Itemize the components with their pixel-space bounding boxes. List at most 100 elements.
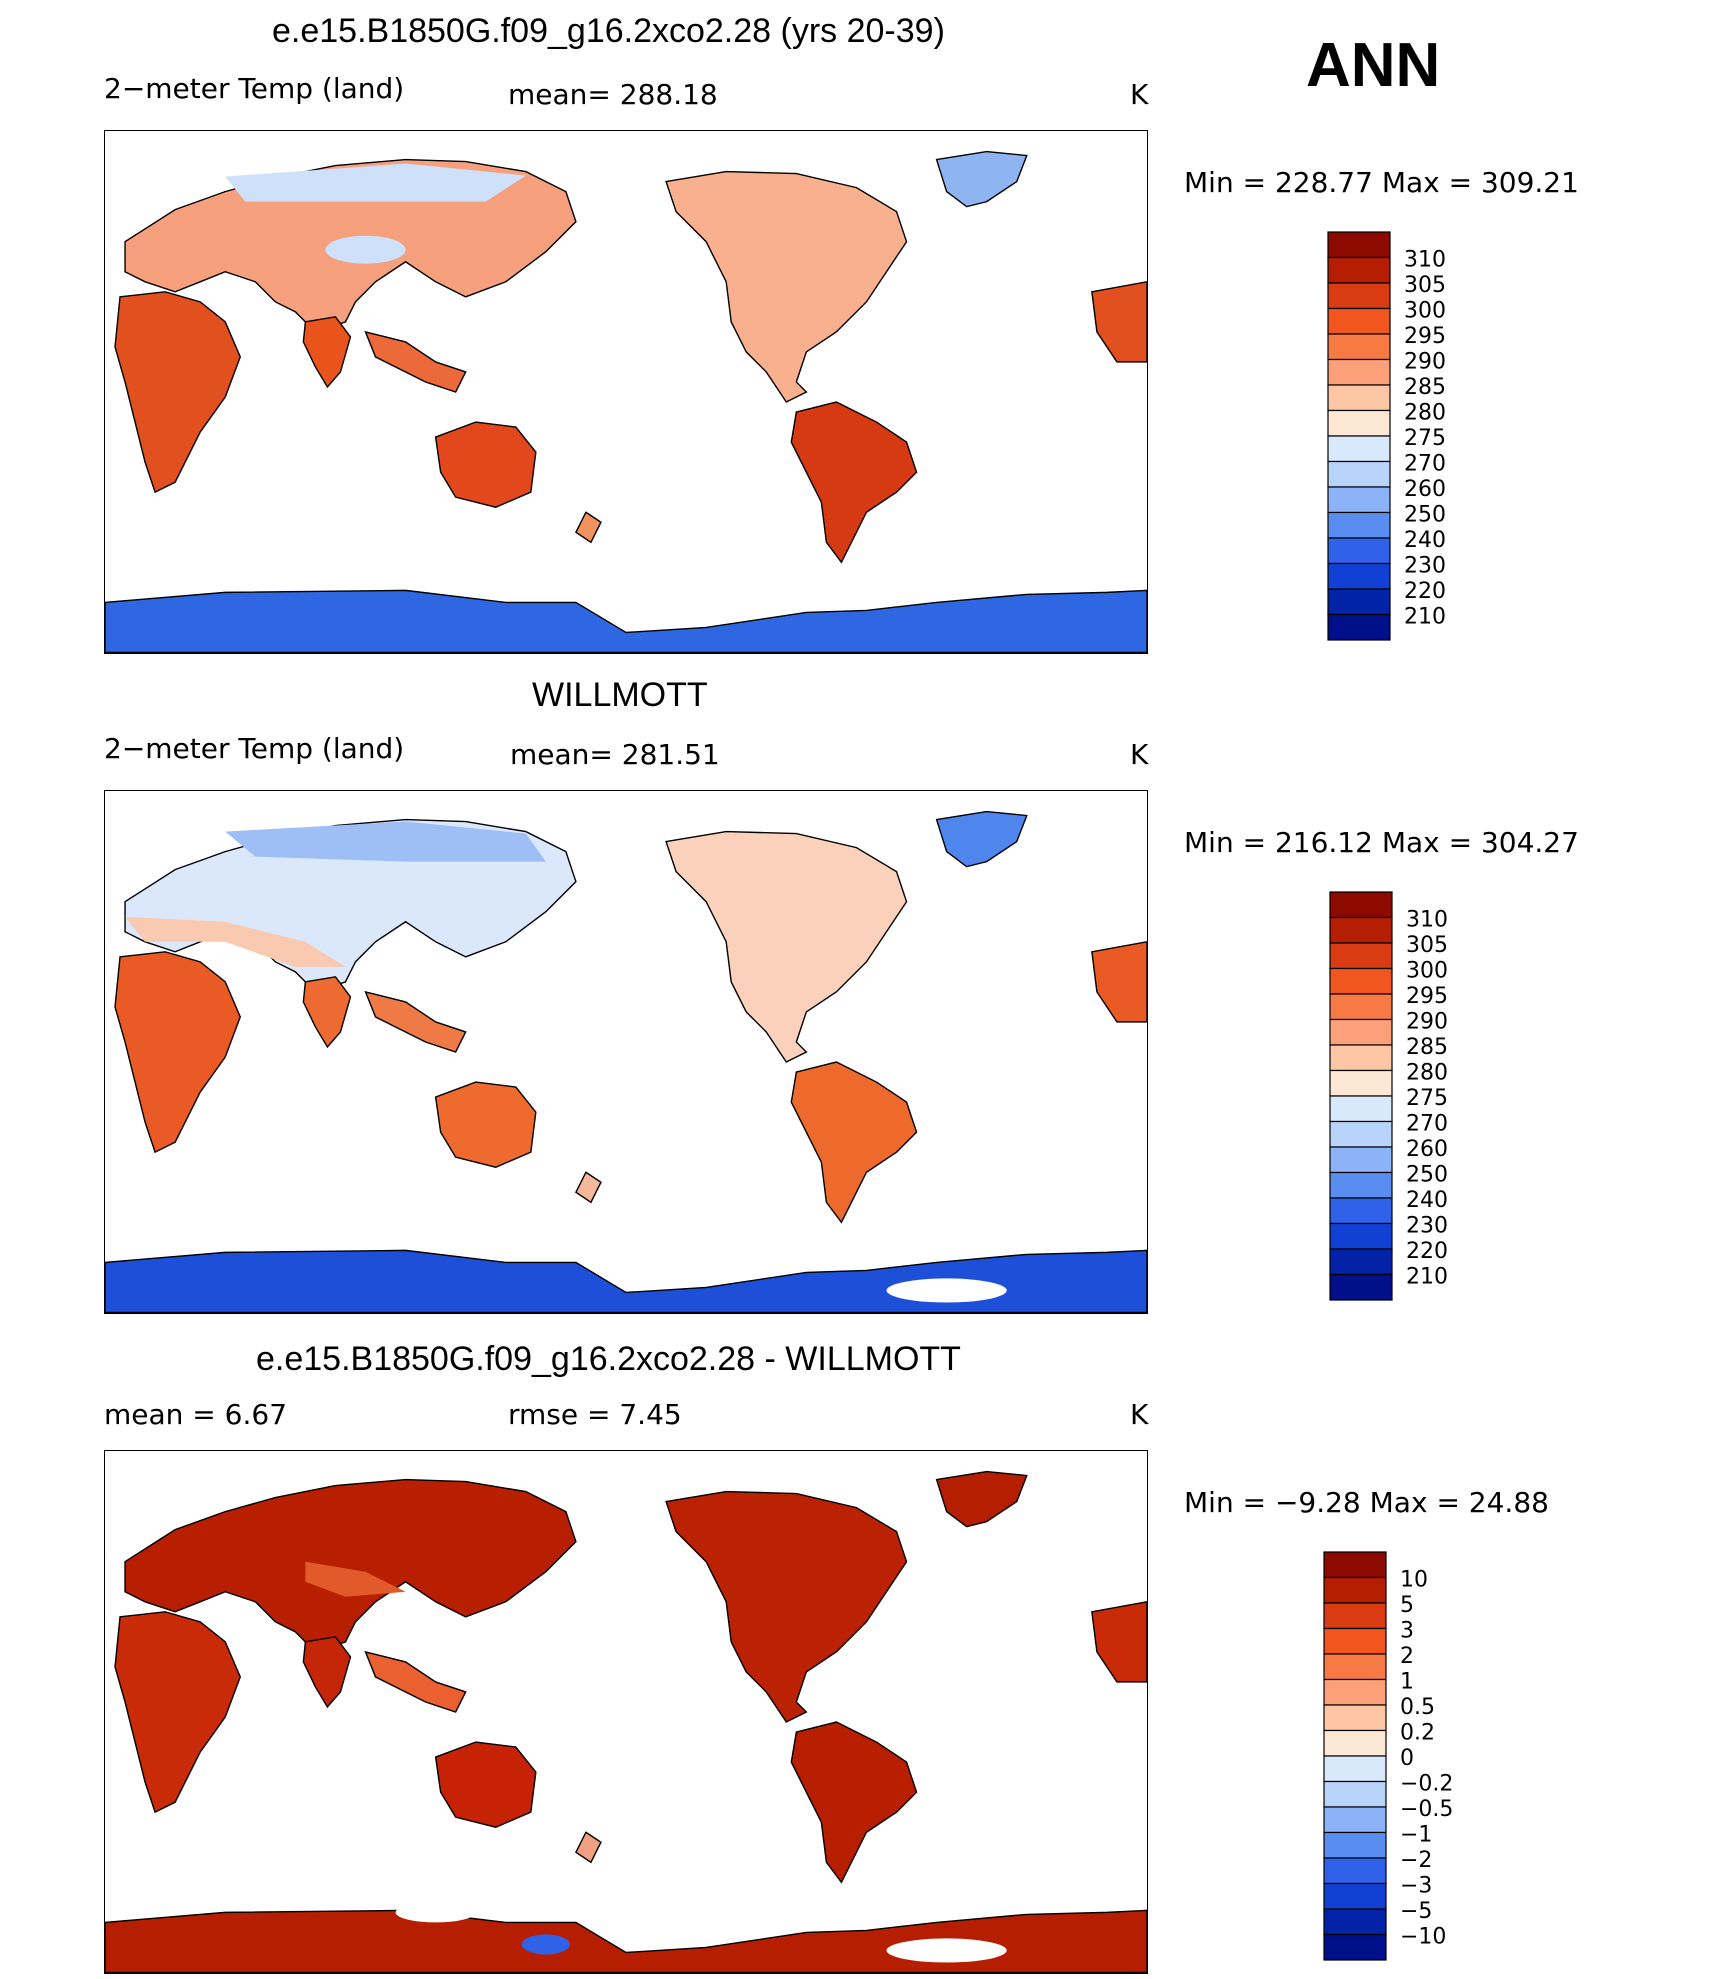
colorbar-swatch — [1329, 1120, 1393, 1148]
colorbar-tick-label: 3 — [1400, 1619, 1414, 1644]
map-landmass-africa — [114, 951, 242, 1154]
map-landmass-india — [302, 1636, 352, 1709]
map-landmass-greenland — [935, 1470, 1028, 1528]
panel-1-title: e.e15.B1850G.f09_g16.2xco2.28 (yrs 20-39… — [272, 12, 945, 50]
colorbar-swatch — [1323, 1602, 1387, 1630]
colorbar-swatch — [1329, 1018, 1393, 1046]
map-plateau-region — [325, 235, 406, 264]
map-siberia-region — [225, 821, 546, 862]
colorbar-swatch — [1323, 1678, 1387, 1706]
map-landmass-africa — [114, 291, 242, 494]
colorbar-tick-label: 0.2 — [1400, 1721, 1435, 1746]
panel-1-minmax: Min = 228.77 Max = 309.21 — [1184, 166, 1579, 199]
colorbar-tick-label: 300 — [1406, 959, 1448, 984]
panel-1-variable-label: 2−meter Temp (land) — [104, 72, 405, 105]
panel-2-variable-label: 2−meter Temp (land) — [104, 732, 405, 765]
colorbar-swatch — [1329, 967, 1393, 995]
colorbar-tick-label: 240 — [1406, 1188, 1448, 1213]
map-landmass-nz — [574, 511, 602, 544]
map-landmass-australia — [434, 1741, 537, 1828]
colorbar-tick-label: 0 — [1400, 1746, 1414, 1771]
colorbar-tick-label: 1 — [1400, 1670, 1414, 1695]
colorbar-tick-label: 260 — [1406, 1137, 1448, 1162]
colorbar-swatch — [1327, 435, 1391, 463]
colorbar-swatch — [1323, 1653, 1387, 1681]
map-antarctic-plateau — [886, 1278, 1007, 1303]
map-landmass-namerica — [665, 830, 908, 1063]
map-landmass-nz — [574, 1831, 602, 1864]
colorbar-swatch — [1329, 1222, 1393, 1250]
colorbar-swatch — [1327, 588, 1391, 616]
colorbar-tick-label: 250 — [1404, 503, 1446, 528]
colorbar-swatch — [1327, 486, 1391, 514]
colorbar-swatch — [1323, 1908, 1387, 1936]
map-landmass-greenland — [935, 810, 1028, 868]
colorbar-swatch — [1323, 1780, 1387, 1808]
colorbar-swatch — [1327, 231, 1391, 259]
panel-3-mean-label: mean = 6.67 — [104, 1398, 288, 1431]
colorbar-tick-label: 2 — [1400, 1644, 1414, 1669]
panel-1-mean-label: mean= 288.18 — [508, 78, 718, 111]
colorbar-tick-label: 220 — [1406, 1239, 1448, 1264]
panel-3-rmse-label: rmse = 7.45 — [508, 1398, 682, 1431]
colorbar-swatch — [1323, 1755, 1387, 1783]
colorbar-tick-label: −0.5 — [1400, 1797, 1453, 1822]
colorbar-tick-label: −3 — [1400, 1874, 1432, 1899]
map-landmass-samerica — [790, 1721, 918, 1884]
colorbar-tick-label: 295 — [1406, 984, 1448, 1009]
map-landmass-seasia — [364, 1650, 467, 1713]
colorbar-tick-label: 275 — [1404, 426, 1446, 451]
colorbar-swatch — [1327, 613, 1391, 641]
panel-3-unit-label: K — [1130, 1398, 1149, 1431]
colorbar-tick-label: 285 — [1406, 1035, 1448, 1060]
colorbar-tick-label: 0.5 — [1400, 1695, 1435, 1720]
panel-2-mean-label: mean= 281.51 — [510, 738, 720, 771]
colorbar-swatch — [1327, 256, 1391, 284]
colorbar-tick-label: 310 — [1406, 908, 1448, 933]
map-landmass-nz — [574, 1171, 602, 1204]
colorbar-swatch — [1323, 1576, 1387, 1604]
colorbar-swatch — [1329, 1171, 1393, 1199]
map-antarctic-anomaly — [521, 1934, 570, 1955]
colorbar-tick-label: −5 — [1400, 1899, 1432, 1924]
panel-2-map — [104, 790, 1148, 1314]
colorbar-tick-label: 270 — [1406, 1112, 1448, 1137]
colorbar-tick-label: 230 — [1404, 554, 1446, 579]
panel-2-unit-label: K — [1130, 738, 1149, 771]
panel-3-minmax: Min = −9.28 Max = 24.88 — [1184, 1486, 1549, 1519]
colorbar-tick-label: 300 — [1404, 299, 1446, 324]
panel-3-map — [104, 1450, 1148, 1974]
colorbar-swatch — [1329, 993, 1393, 1021]
colorbar-tick-label: 290 — [1406, 1010, 1448, 1035]
colorbar-tick-label: 280 — [1404, 401, 1446, 426]
map-landmass-india — [302, 976, 352, 1049]
colorbar-swatch — [1327, 282, 1391, 310]
colorbar-tick-label: −0.2 — [1400, 1772, 1453, 1797]
map-plateau-region — [305, 1561, 406, 1597]
colorbar-tick-label: 310 — [1404, 248, 1446, 273]
map-landmass-eurasia — [124, 1478, 577, 1653]
colorbar-tick-label: 220 — [1404, 579, 1446, 604]
panel-3-colorbar: 10 5 3 2 1 0.5 0.2 0 −0.2 −0.5 −1 −2 −3 −5 −10 — [1323, 1551, 1524, 1962]
colorbar-tick-label: 275 — [1406, 1086, 1448, 1111]
map-landmass-india — [302, 316, 352, 389]
panel-1-unit-label: K — [1130, 78, 1149, 111]
colorbar-swatch — [1329, 1044, 1393, 1072]
colorbar-tick-label: 305 — [1406, 933, 1448, 958]
colorbar-tick-label: 5 — [1400, 1593, 1414, 1618]
colorbar-tick-label: 240 — [1404, 528, 1446, 553]
map-landmass-antarctica — [105, 1909, 1147, 1973]
colorbar-tick-label: 210 — [1404, 605, 1446, 630]
colorbar-tick-label: 280 — [1406, 1061, 1448, 1086]
map-landmass-seasia — [364, 330, 467, 393]
colorbar-tick-label: 290 — [1404, 350, 1446, 375]
colorbar-tick-label: 230 — [1406, 1214, 1448, 1239]
colorbar-tick-label: −2 — [1400, 1848, 1432, 1873]
colorbar-swatch — [1323, 1857, 1387, 1885]
map-landmass-namerica — [665, 1490, 908, 1723]
colorbar-tick-label: 210 — [1406, 1265, 1448, 1290]
panel-1-colorbar: 310 305 300 295 290 285 280 275 270 260 250 240 230 2… — [1327, 231, 1528, 642]
panel-2-colorbar: 310 305 300 295 290 285 280 275 270 260 250 240 230 2… — [1329, 891, 1530, 1302]
map-antarctic-blank — [886, 1938, 1007, 1963]
map-landmass-africa2 — [1091, 1601, 1147, 1683]
